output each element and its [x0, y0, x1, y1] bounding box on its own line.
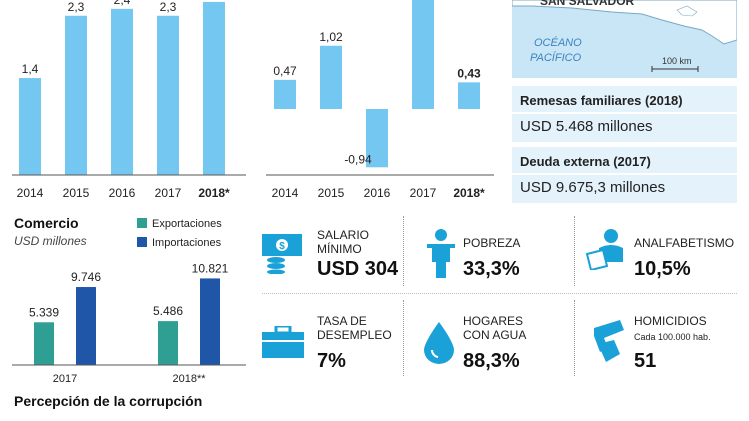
growth-bar-chart: 1,4 2014 2,3 2015 2,4 2016 2,3 2017 2018* [12, 0, 246, 200]
reading-person-icon [585, 229, 623, 270]
desempleo-value: 7% [317, 350, 346, 372]
bar-2017 [412, 0, 434, 110]
tick-label-2015: 2015 [318, 186, 345, 200]
bar-Exportaciones-2018** [158, 321, 178, 365]
legend-label-1: Importaciones [152, 237, 222, 249]
bar-2018* [458, 82, 480, 109]
homicidios-label: HOMICIDIOS [634, 314, 707, 328]
bar-2014 [19, 78, 41, 175]
value-label-2017: 2,3 [160, 0, 177, 14]
bar-2014 [274, 79, 296, 109]
remesas-box: Remesas familiares (2018) USD 5.468 mill… [512, 86, 737, 142]
value-label-2014: 1,4 [22, 62, 39, 76]
value-label-2015: 1,02 [319, 30, 343, 44]
map-city-label: SAN SALVADOR [540, 0, 635, 8]
tick-label-2014: 2014 [272, 186, 299, 200]
salario-label-1: SALARIO [317, 228, 370, 242]
money-icon: $ [262, 234, 302, 274]
bar-2015 [65, 15, 87, 176]
analfabetismo-label: ANALFABETISMO [634, 236, 735, 250]
homicidios-value: 51 [634, 350, 657, 372]
tick-label-2015: 2015 [63, 186, 90, 200]
deuda-box: Deuda externa (2017) USD 9.675,3 millone… [512, 147, 737, 203]
bar-Importaciones-2017 [76, 287, 96, 365]
analfabetismo-value: 10,5% [634, 258, 691, 280]
bar-Exportaciones-2017 [34, 322, 54, 365]
deuda-title: Deuda externa (2017) [520, 154, 651, 169]
bar-2016 [111, 8, 133, 175]
legend-swatch-1 [137, 237, 147, 247]
salario-label-2: MÍNIMO [317, 242, 362, 256]
value-label-2018*: 0,43 [457, 66, 481, 80]
briefcase-icon [262, 326, 304, 358]
bar-2016 [366, 109, 388, 168]
agua-label-1: HOGARES [463, 314, 524, 328]
trade-bar-chart: Comercio USD millones Exportaciones Importa… [12, 215, 246, 385]
tick-label-2016: 2016 [364, 186, 391, 200]
value-label-Exportaciones-2017: 5.339 [29, 305, 59, 319]
agua-value: 88,3% [463, 350, 520, 372]
agua-label-2: CON AGUA [463, 328, 527, 342]
tick-label-2016: 2016 [109, 186, 136, 200]
bar-2015 [320, 45, 342, 109]
bar-2017 [157, 15, 179, 176]
homicidios-sub: Cada 100.000 hab. [634, 332, 711, 342]
value-label-2016: 2,4 [114, 0, 131, 7]
tick-label-2017: 2017 [410, 186, 437, 200]
trade-title: Comercio [14, 215, 79, 231]
value-label-Importaciones-2018**: 10.821 [192, 261, 229, 275]
remesas-value: USD 5.468 millones [520, 118, 653, 135]
desempleo-label-2: DESEMPLEO [317, 328, 392, 342]
value-label-Exportaciones-2018**: 5.486 [153, 304, 183, 318]
legend-label-0: Exportaciones [152, 218, 222, 230]
water-drop-icon [424, 322, 454, 364]
value-label-2016: -0,94 [344, 152, 372, 166]
tick-label-2014: 2014 [17, 186, 44, 200]
value-label-Importaciones-2017: 9.746 [71, 270, 101, 284]
legend-swatch-0 [137, 218, 147, 228]
remesas-title: Remesas familiares (2018) [520, 93, 683, 108]
desempleo-label-1: TASA DE [317, 314, 367, 328]
bar-2018* [203, 1, 225, 175]
value-label-2015: 2,3 [68, 0, 85, 14]
map-panel: SAN SALVADOR OCÉANO PACÍFICO 100 km [512, 0, 737, 78]
tick-label-2017: 2017 [155, 186, 182, 200]
map-ocean-label-1: OCÉANO [534, 37, 582, 49]
map-ocean-label-2: PACÍFICO [530, 52, 582, 64]
tick-label-2018**: 2018** [172, 373, 206, 385]
pobreza-label: POBREZA [463, 236, 521, 250]
salario-value: USD 304 [317, 258, 399, 280]
value-label-2014: 0,47 [273, 64, 297, 78]
deuda-value: USD 9.675,3 millones [520, 179, 666, 196]
bar-Importaciones-2018** [200, 278, 220, 365]
trade-subtitle: USD millones [14, 234, 87, 248]
gun-hand-icon [594, 320, 624, 362]
tick-label-2018*: 2018* [453, 186, 485, 200]
map-land [512, 0, 737, 72]
tick-label-2017: 2017 [53, 373, 77, 385]
person-icon [427, 229, 455, 278]
second-bar-chart: 0,47 2014 1,02 2015 -0,94 2016 2017 0,43 2018* [266, 0, 494, 200]
map-scale-label: 100 km [662, 56, 692, 66]
svg-text:$: $ [279, 241, 285, 252]
pobreza-value: 33,3% [463, 258, 520, 280]
tick-label-2018*: 2018* [198, 186, 230, 200]
footer-corrupcion: Percepción de la corrupción [14, 393, 203, 409]
